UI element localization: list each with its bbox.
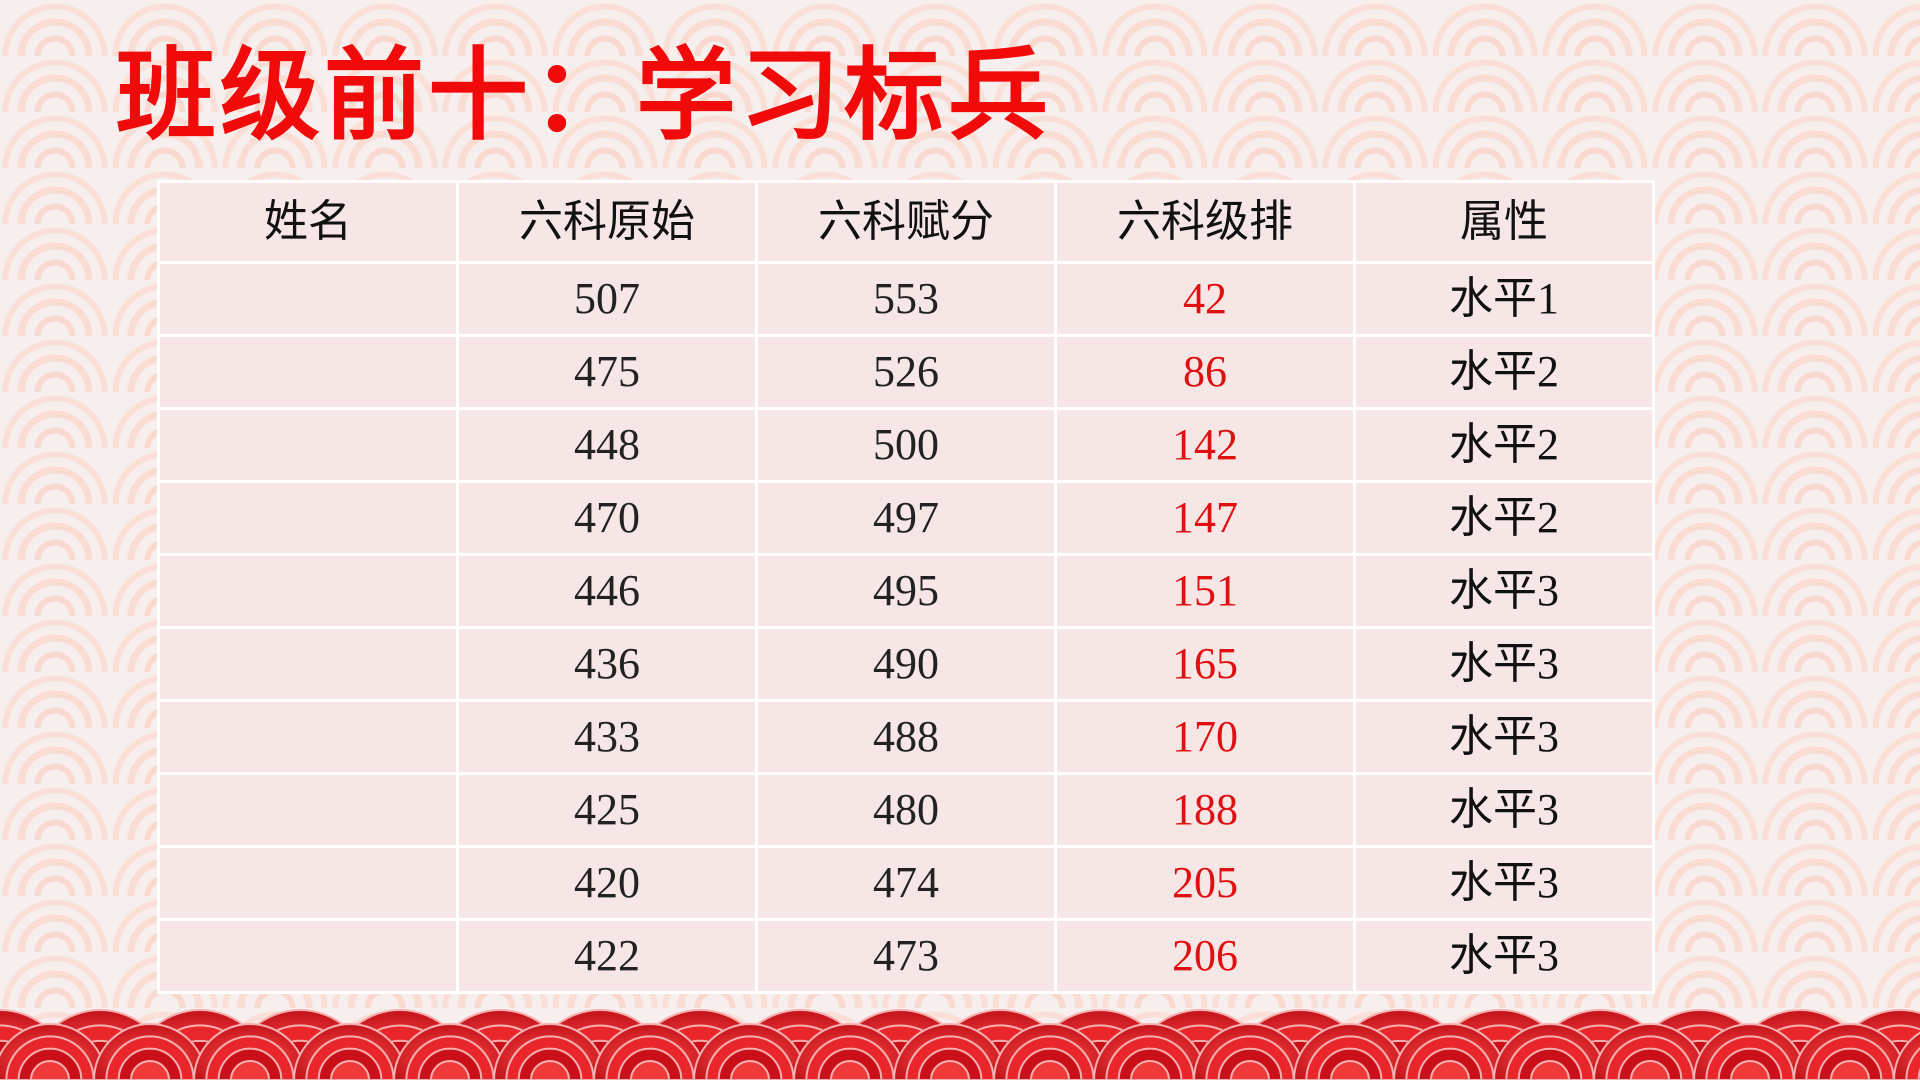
cell-scaled: 473 bbox=[755, 918, 1057, 994]
wave-arc bbox=[829, 1060, 871, 1080]
header-attr: 属性 bbox=[1353, 180, 1655, 264]
cell-scaled: 526 bbox=[755, 334, 1057, 410]
cell-attr: 水平3 bbox=[1353, 772, 1655, 848]
table-row: 507 553 42 水平1 bbox=[157, 261, 1655, 337]
cell-raw: 448 bbox=[456, 407, 758, 483]
wave-arc bbox=[1029, 1060, 1071, 1080]
cell-rank: 188 bbox=[1054, 772, 1356, 848]
cell-raw: 420 bbox=[456, 845, 758, 921]
cell-raw: 446 bbox=[456, 553, 758, 629]
header-rank: 六科级排 bbox=[1054, 180, 1356, 264]
cell-name bbox=[157, 699, 459, 775]
table-row: 470 497 147 水平2 bbox=[157, 480, 1655, 556]
cell-raw: 422 bbox=[456, 918, 758, 994]
wave-arc bbox=[1905, 1046, 1920, 1080]
cell-attr: 水平3 bbox=[1353, 845, 1655, 921]
header-raw: 六科原始 bbox=[456, 180, 758, 264]
cell-attr: 水平3 bbox=[1353, 553, 1655, 629]
wave-arc bbox=[1329, 1060, 1371, 1080]
cell-attr: 水平2 bbox=[1353, 407, 1655, 483]
cell-raw: 507 bbox=[456, 261, 758, 337]
cell-rank: 165 bbox=[1054, 626, 1356, 702]
wave-arc bbox=[229, 1060, 271, 1080]
wave-arc bbox=[529, 1060, 571, 1080]
red-wave-decoration bbox=[0, 1009, 1920, 1080]
wave-arc bbox=[1429, 1060, 1471, 1080]
cell-scaled: 488 bbox=[755, 699, 1057, 775]
cell-name bbox=[157, 772, 459, 848]
top-ten-table: 姓名 六科原始 六科赋分 六科级排 属性 507 553 42 水平1 475 526 86… bbox=[157, 180, 1655, 994]
table-row: 436 490 165 水平3 bbox=[157, 626, 1655, 702]
cell-raw: 436 bbox=[456, 626, 758, 702]
cell-scaled: 490 bbox=[755, 626, 1057, 702]
cell-rank: 42 bbox=[1054, 261, 1356, 337]
cell-attr: 水平2 bbox=[1353, 480, 1655, 556]
wave-arc bbox=[1829, 1060, 1871, 1080]
cell-name bbox=[157, 334, 459, 410]
cell-scaled: 497 bbox=[755, 480, 1057, 556]
cell-attr: 水平1 bbox=[1353, 261, 1655, 337]
cell-attr: 水平3 bbox=[1353, 918, 1655, 994]
wave-arc bbox=[1729, 1060, 1771, 1080]
cell-rank: 142 bbox=[1054, 407, 1356, 483]
cell-rank: 151 bbox=[1054, 553, 1356, 629]
cell-name bbox=[157, 407, 459, 483]
table-row: 425 480 188 水平3 bbox=[157, 772, 1655, 848]
wave-arc bbox=[329, 1060, 371, 1080]
table-row: 433 488 170 水平3 bbox=[157, 699, 1655, 775]
table-row: 475 526 86 水平2 bbox=[157, 334, 1655, 410]
wave-arc bbox=[129, 1060, 171, 1080]
cell-attr: 水平3 bbox=[1353, 699, 1655, 775]
cell-scaled: 474 bbox=[755, 845, 1057, 921]
header-name: 姓名 bbox=[157, 180, 459, 264]
cell-scaled: 553 bbox=[755, 261, 1057, 337]
cell-scaled: 480 bbox=[755, 772, 1057, 848]
cell-name bbox=[157, 480, 459, 556]
wave-arc bbox=[1129, 1060, 1171, 1080]
cell-name bbox=[157, 261, 459, 337]
cell-name bbox=[157, 553, 459, 629]
wave-arc bbox=[629, 1060, 671, 1080]
cell-rank: 205 bbox=[1054, 845, 1356, 921]
cell-rank: 147 bbox=[1054, 480, 1356, 556]
table-row: 448 500 142 水平2 bbox=[157, 407, 1655, 483]
wave-arc bbox=[1229, 1060, 1271, 1080]
cell-attr: 水平2 bbox=[1353, 334, 1655, 410]
cell-attr: 水平3 bbox=[1353, 626, 1655, 702]
cell-scaled: 500 bbox=[755, 407, 1057, 483]
cell-rank: 206 bbox=[1054, 918, 1356, 994]
table-row: 422 473 206 水平3 bbox=[157, 918, 1655, 994]
wave-arc bbox=[429, 1060, 471, 1080]
table-header-row: 姓名 六科原始 六科赋分 六科级排 属性 bbox=[157, 180, 1655, 264]
cell-raw: 475 bbox=[456, 334, 758, 410]
wave-arc bbox=[1529, 1060, 1571, 1080]
wave-arc bbox=[929, 1060, 971, 1080]
cell-raw: 433 bbox=[456, 699, 758, 775]
header-scaled: 六科赋分 bbox=[755, 180, 1057, 264]
cell-raw: 425 bbox=[456, 772, 758, 848]
table-row: 420 474 205 水平3 bbox=[157, 845, 1655, 921]
cell-raw: 470 bbox=[456, 480, 758, 556]
wave-arc bbox=[1629, 1060, 1671, 1080]
table-row: 446 495 151 水平3 bbox=[157, 553, 1655, 629]
cell-name bbox=[157, 626, 459, 702]
cell-scaled: 495 bbox=[755, 553, 1057, 629]
wave-arc bbox=[29, 1060, 71, 1080]
slide-title: 班级前十：学习标兵 bbox=[116, 37, 1052, 154]
wave-arc bbox=[729, 1060, 771, 1080]
cell-name bbox=[157, 918, 459, 994]
cell-rank: 86 bbox=[1054, 334, 1356, 410]
cell-rank: 170 bbox=[1054, 699, 1356, 775]
cell-name bbox=[157, 845, 459, 921]
